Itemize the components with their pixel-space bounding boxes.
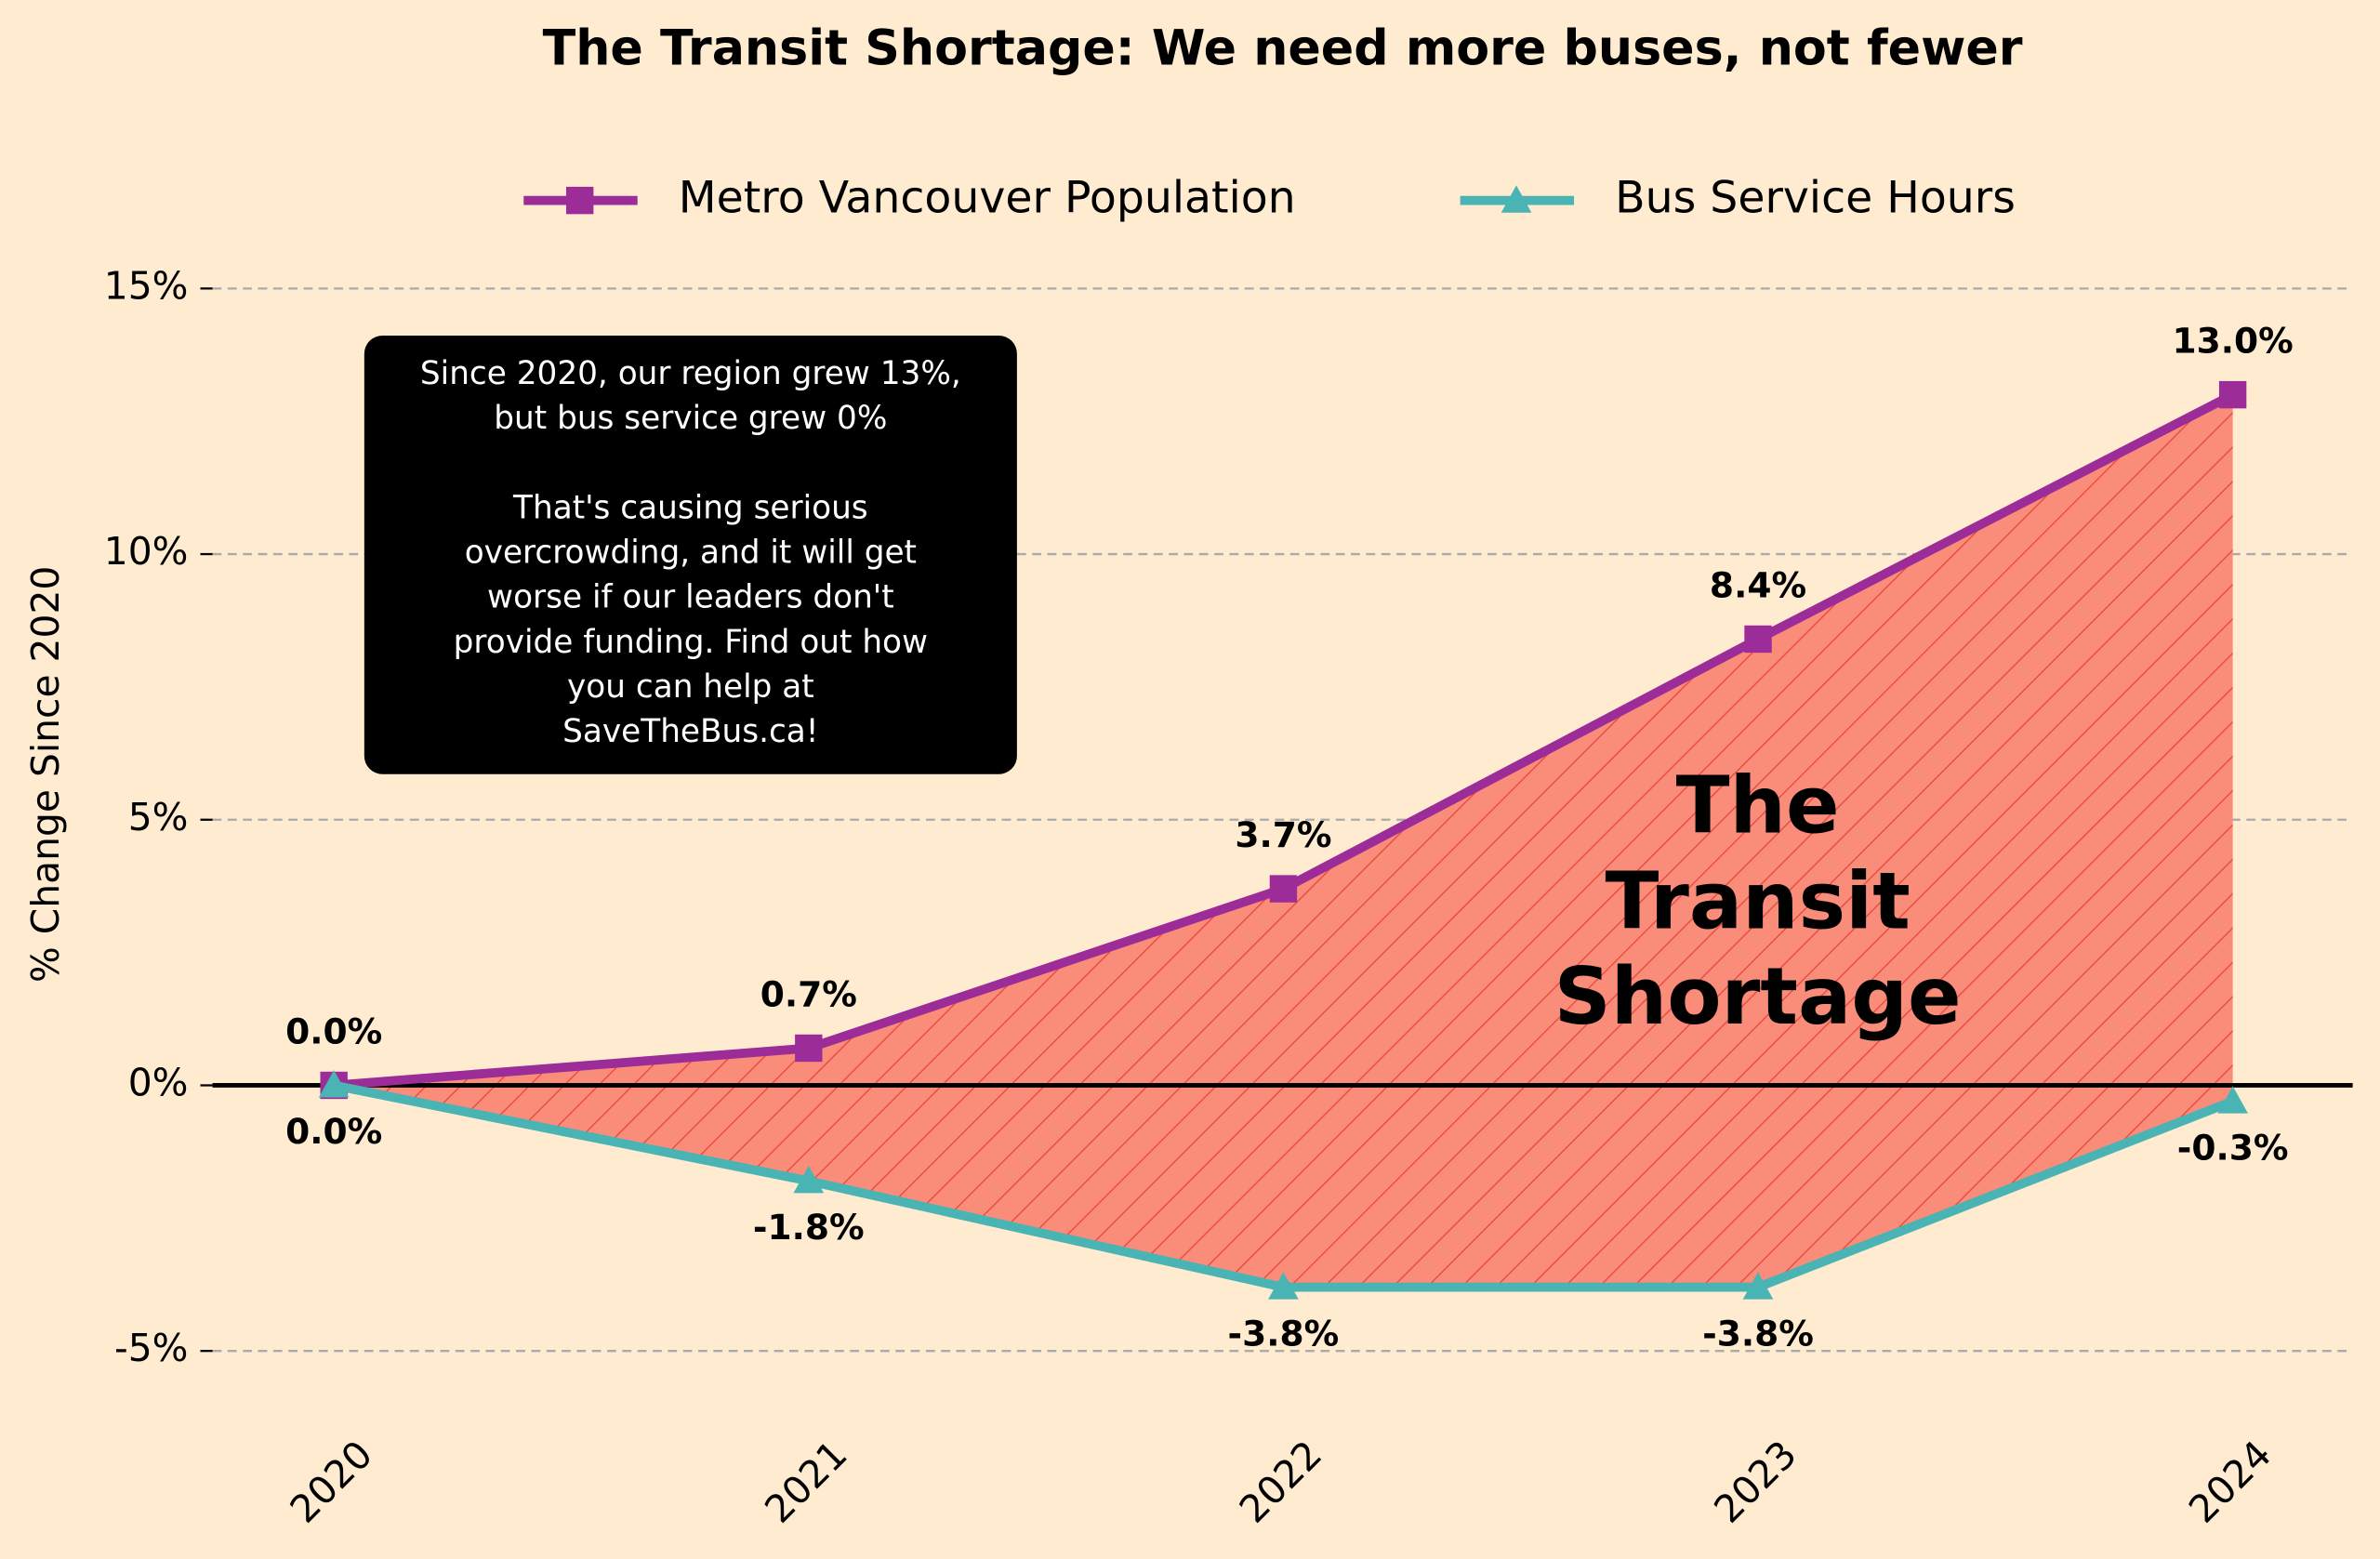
y-tick-label: 0% [128, 1060, 189, 1104]
annotation-text: worse if our leaders don't [487, 579, 894, 616]
marker [1268, 1272, 1299, 1300]
marker [793, 1166, 825, 1194]
annotation-text: provide funding. Find out how [454, 624, 928, 661]
y-tick-label: 15% [104, 263, 189, 308]
data-label: -0.3% [2177, 1127, 2289, 1168]
annotation-text: SaveTheBus.ca! [562, 713, 818, 750]
data-label: 13.0% [2172, 321, 2293, 362]
marker [318, 1070, 350, 1098]
annotation-text: Since 2020, our region grew 13%, [420, 355, 961, 392]
annotation-text: you can help at [567, 668, 814, 706]
legend-label: Metro Vancouver Population [679, 173, 1296, 224]
data-label: -1.8% [753, 1207, 865, 1248]
shortage-label: Shortage [1554, 951, 1962, 1043]
annotation-text: That's causing serious [512, 489, 868, 526]
y-axis-label: % Change Since 2020 [23, 566, 68, 983]
shortage-label: The [1676, 760, 1840, 852]
data-label: 8.4% [1710, 564, 1806, 605]
data-label: -3.8% [1228, 1313, 1340, 1354]
legend-label: Bus Service Hours [1615, 173, 2016, 224]
legend-marker [1501, 185, 1532, 213]
shortage-label: Transit [1605, 855, 1910, 947]
chart-title: The Transit Shortage: We need more buses… [543, 21, 2023, 77]
y-tick-label: 10% [104, 529, 189, 574]
marker [1744, 625, 1772, 654]
data-label: 0.0% [285, 1111, 382, 1152]
marker [795, 1034, 823, 1063]
marker [1269, 875, 1298, 903]
data-label: 3.7% [1235, 814, 1331, 855]
data-label: 0.7% [760, 973, 857, 1014]
data-label: 0.0% [285, 1011, 382, 1051]
marker [1742, 1272, 1774, 1300]
marker [2218, 380, 2247, 409]
marker [2217, 1086, 2248, 1114]
y-tick-label: 5% [128, 795, 189, 839]
annotation-box [364, 335, 1017, 774]
legend-marker [565, 186, 594, 215]
annotation-text: overcrowding, and it will get [465, 535, 917, 572]
annotation-text: but bus service grew 0% [494, 400, 887, 437]
y-tick-label: -5% [114, 1326, 188, 1370]
data-label: -3.8% [1702, 1313, 1814, 1354]
shortage-hatch [334, 394, 2233, 1288]
